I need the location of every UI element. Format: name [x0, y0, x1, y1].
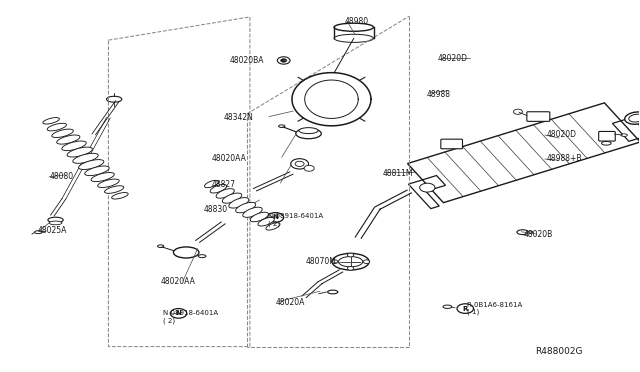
Text: 48811M: 48811M [383, 169, 413, 177]
Ellipse shape [91, 173, 115, 182]
Text: 48025A: 48025A [38, 226, 67, 235]
Ellipse shape [43, 118, 60, 124]
Ellipse shape [57, 135, 80, 144]
Ellipse shape [79, 160, 104, 170]
Ellipse shape [528, 231, 533, 233]
Text: 48070M: 48070M [306, 257, 337, 266]
FancyBboxPatch shape [527, 112, 550, 121]
Text: N: N [273, 214, 278, 220]
Ellipse shape [73, 153, 98, 163]
Ellipse shape [222, 193, 242, 203]
Text: R488002G: R488002G [536, 347, 583, 356]
Ellipse shape [334, 34, 374, 42]
Ellipse shape [198, 255, 206, 258]
Circle shape [513, 109, 522, 114]
Ellipse shape [266, 223, 280, 230]
Ellipse shape [48, 217, 63, 223]
Text: 48020AA: 48020AA [212, 154, 246, 163]
Circle shape [332, 260, 338, 263]
Text: 48020D: 48020D [438, 54, 468, 63]
Ellipse shape [98, 179, 119, 187]
Ellipse shape [35, 231, 42, 234]
Ellipse shape [628, 114, 640, 122]
Text: N 08918-6401A
( 2): N 08918-6401A ( 2) [268, 213, 323, 227]
Circle shape [420, 183, 435, 192]
Circle shape [304, 165, 314, 171]
Text: N 08918-6401A
( 2): N 08918-6401A ( 2) [163, 310, 218, 324]
Circle shape [457, 304, 474, 313]
Ellipse shape [52, 129, 74, 138]
Ellipse shape [621, 134, 627, 137]
Ellipse shape [250, 212, 268, 222]
Text: R 0B1A6-8161A
( 1): R 0B1A6-8161A ( 1) [467, 302, 522, 315]
Text: 48020A: 48020A [275, 298, 305, 307]
Ellipse shape [517, 230, 529, 235]
Ellipse shape [216, 189, 234, 198]
Text: 48827: 48827 [212, 180, 236, 189]
Ellipse shape [173, 247, 199, 258]
Text: 48988: 48988 [427, 90, 451, 99]
Ellipse shape [299, 128, 318, 134]
Circle shape [267, 212, 284, 222]
Ellipse shape [258, 217, 275, 226]
Circle shape [348, 253, 354, 257]
Circle shape [364, 260, 370, 263]
Ellipse shape [106, 96, 122, 102]
Circle shape [291, 159, 308, 169]
Ellipse shape [49, 221, 62, 225]
Text: R: R [463, 305, 468, 312]
Text: N: N [175, 310, 182, 316]
Text: 48080: 48080 [49, 172, 74, 181]
Text: 48988+B: 48988+B [546, 154, 582, 163]
Ellipse shape [229, 198, 249, 208]
Ellipse shape [332, 253, 369, 270]
Ellipse shape [334, 23, 374, 31]
Circle shape [348, 266, 354, 270]
Ellipse shape [62, 141, 86, 151]
Ellipse shape [339, 257, 363, 267]
Text: 48020AA: 48020AA [161, 278, 196, 286]
Text: 48830: 48830 [204, 205, 228, 215]
Ellipse shape [205, 180, 219, 187]
Circle shape [295, 161, 304, 166]
Ellipse shape [296, 128, 321, 139]
Ellipse shape [243, 207, 262, 217]
Ellipse shape [67, 147, 92, 157]
FancyBboxPatch shape [598, 131, 615, 141]
Ellipse shape [328, 290, 338, 294]
Ellipse shape [157, 245, 164, 247]
Ellipse shape [84, 166, 109, 176]
Ellipse shape [602, 141, 611, 145]
Ellipse shape [210, 185, 227, 193]
FancyBboxPatch shape [441, 139, 463, 149]
Text: 48020B: 48020B [524, 230, 553, 239]
Ellipse shape [111, 193, 128, 199]
Ellipse shape [104, 186, 124, 193]
Circle shape [170, 309, 187, 318]
Text: 48342N: 48342N [223, 113, 253, 122]
Ellipse shape [625, 112, 640, 124]
Circle shape [277, 57, 290, 64]
Text: 48020D: 48020D [546, 130, 576, 139]
Ellipse shape [443, 305, 452, 308]
Text: 48980: 48980 [344, 17, 369, 26]
Ellipse shape [236, 202, 256, 213]
Ellipse shape [47, 123, 67, 131]
Ellipse shape [278, 125, 285, 128]
Circle shape [280, 59, 287, 62]
Text: 48020BA: 48020BA [230, 56, 264, 65]
